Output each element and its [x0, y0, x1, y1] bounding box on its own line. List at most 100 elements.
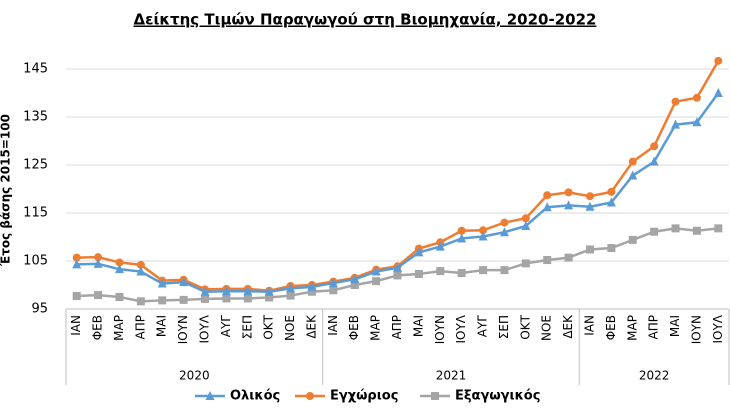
group-label: 2020: [179, 369, 210, 383]
series-line: [76, 92, 720, 293]
marker: [457, 233, 467, 243]
marker: [521, 214, 530, 223]
y-tick-label: 95: [31, 302, 48, 317]
y-tick-label: 105: [23, 254, 48, 269]
marker: [585, 245, 594, 254]
marker: [479, 226, 488, 235]
marker: [136, 260, 145, 269]
x-tick-label: ΝΟΕ: [283, 315, 297, 341]
marker: [265, 293, 274, 302]
marker: [328, 278, 338, 288]
marker: [606, 197, 616, 207]
marker: [306, 392, 314, 400]
marker: [692, 226, 701, 235]
x-tick-label: ΑΥΓ: [476, 315, 490, 338]
marker: [521, 259, 530, 268]
x-tick-label: ΙΑΝ: [582, 315, 596, 336]
marker: [500, 218, 509, 227]
x-tick-label: ΙΟΥΛ: [198, 314, 212, 343]
marker: [136, 266, 146, 276]
x-tick-label: ΙΑΝ: [69, 315, 83, 336]
marker: [94, 253, 103, 262]
marker: [564, 200, 574, 210]
marker: [115, 258, 124, 267]
marker: [457, 226, 466, 235]
x-tick-label: ΙΑΝ: [326, 315, 340, 336]
marker: [350, 274, 360, 284]
marker: [628, 157, 637, 166]
marker: [521, 220, 531, 230]
x-tick-label: ΜΑΡ: [112, 315, 126, 341]
marker: [713, 88, 723, 97]
marker: [714, 56, 723, 65]
marker: [564, 188, 573, 197]
marker: [650, 142, 659, 151]
x-tick-label: ΙΟΥΝ: [176, 315, 190, 344]
x-tick-label: ΔΕΚ: [561, 314, 575, 339]
y-tick-label: 135: [23, 110, 48, 125]
marker: [607, 244, 616, 253]
x-tick-label: ΝΟΕ: [540, 315, 554, 341]
x-tick-label: ΜΑΙ: [411, 315, 425, 337]
marker: [628, 235, 637, 244]
marker: [649, 156, 659, 166]
x-tick-label: ΑΠΡ: [647, 315, 661, 339]
x-tick-label: ΙΟΥΛ: [711, 314, 725, 343]
marker: [286, 291, 295, 300]
marker: [179, 295, 188, 304]
marker: [264, 286, 274, 296]
marker: [628, 170, 638, 180]
x-tick-label: ΔΕΚ: [304, 314, 318, 339]
marker: [350, 281, 359, 289]
x-tick-label: ΣΕΠ: [240, 315, 254, 339]
y-tick-label: 145: [23, 62, 48, 77]
marker: [585, 201, 595, 211]
x-tick-label: ΙΟΥΛ: [454, 314, 468, 343]
marker: [243, 286, 253, 296]
series-line: [76, 60, 720, 293]
x-tick-label: ΙΟΥΝ: [689, 315, 703, 344]
marker: [200, 286, 210, 296]
marker: [692, 117, 702, 127]
marker: [431, 392, 439, 400]
x-tick-label: ΦΕΒ: [604, 315, 618, 340]
marker: [714, 224, 723, 233]
y-tick-label: 115: [23, 206, 48, 221]
marker: [372, 277, 381, 286]
x-tick-label: ΣΕΠ: [497, 315, 511, 339]
x-tick-label: ΦΕΒ: [347, 315, 361, 340]
marker: [671, 119, 681, 129]
x-tick-label: ΜΑΙ: [155, 315, 169, 337]
marker: [329, 286, 338, 295]
marker: [414, 247, 424, 257]
marker: [692, 93, 701, 102]
marker: [607, 187, 616, 196]
marker: [136, 297, 145, 306]
x-tick-label: ΑΠΡ: [390, 315, 404, 339]
marker: [158, 296, 167, 305]
marker: [542, 202, 552, 212]
marker: [457, 269, 466, 277]
legend-label: Εγχώριος: [330, 389, 398, 404]
marker: [650, 227, 659, 236]
marker: [114, 264, 124, 274]
marker: [222, 294, 231, 303]
x-tick-label: ΙΟΥΝ: [433, 315, 447, 344]
x-tick-label: ΜΑΡ: [369, 315, 383, 341]
marker: [414, 269, 423, 278]
legend-label: Εξαγωγικός: [455, 389, 540, 404]
x-tick-label: ΑΥΓ: [219, 315, 233, 338]
marker: [72, 292, 81, 301]
marker: [435, 241, 445, 251]
marker: [201, 294, 210, 303]
marker: [221, 286, 231, 296]
marker: [286, 283, 296, 293]
x-tick-label: ΟΚΤ: [262, 314, 276, 339]
x-tick-label: ΜΑΙ: [668, 315, 682, 337]
marker: [179, 277, 189, 287]
x-tick-label: ΑΠΡ: [133, 315, 147, 339]
y-axis-title: Έτος βάσης 2015=100: [0, 114, 13, 267]
marker: [671, 224, 680, 233]
marker: [72, 259, 82, 269]
